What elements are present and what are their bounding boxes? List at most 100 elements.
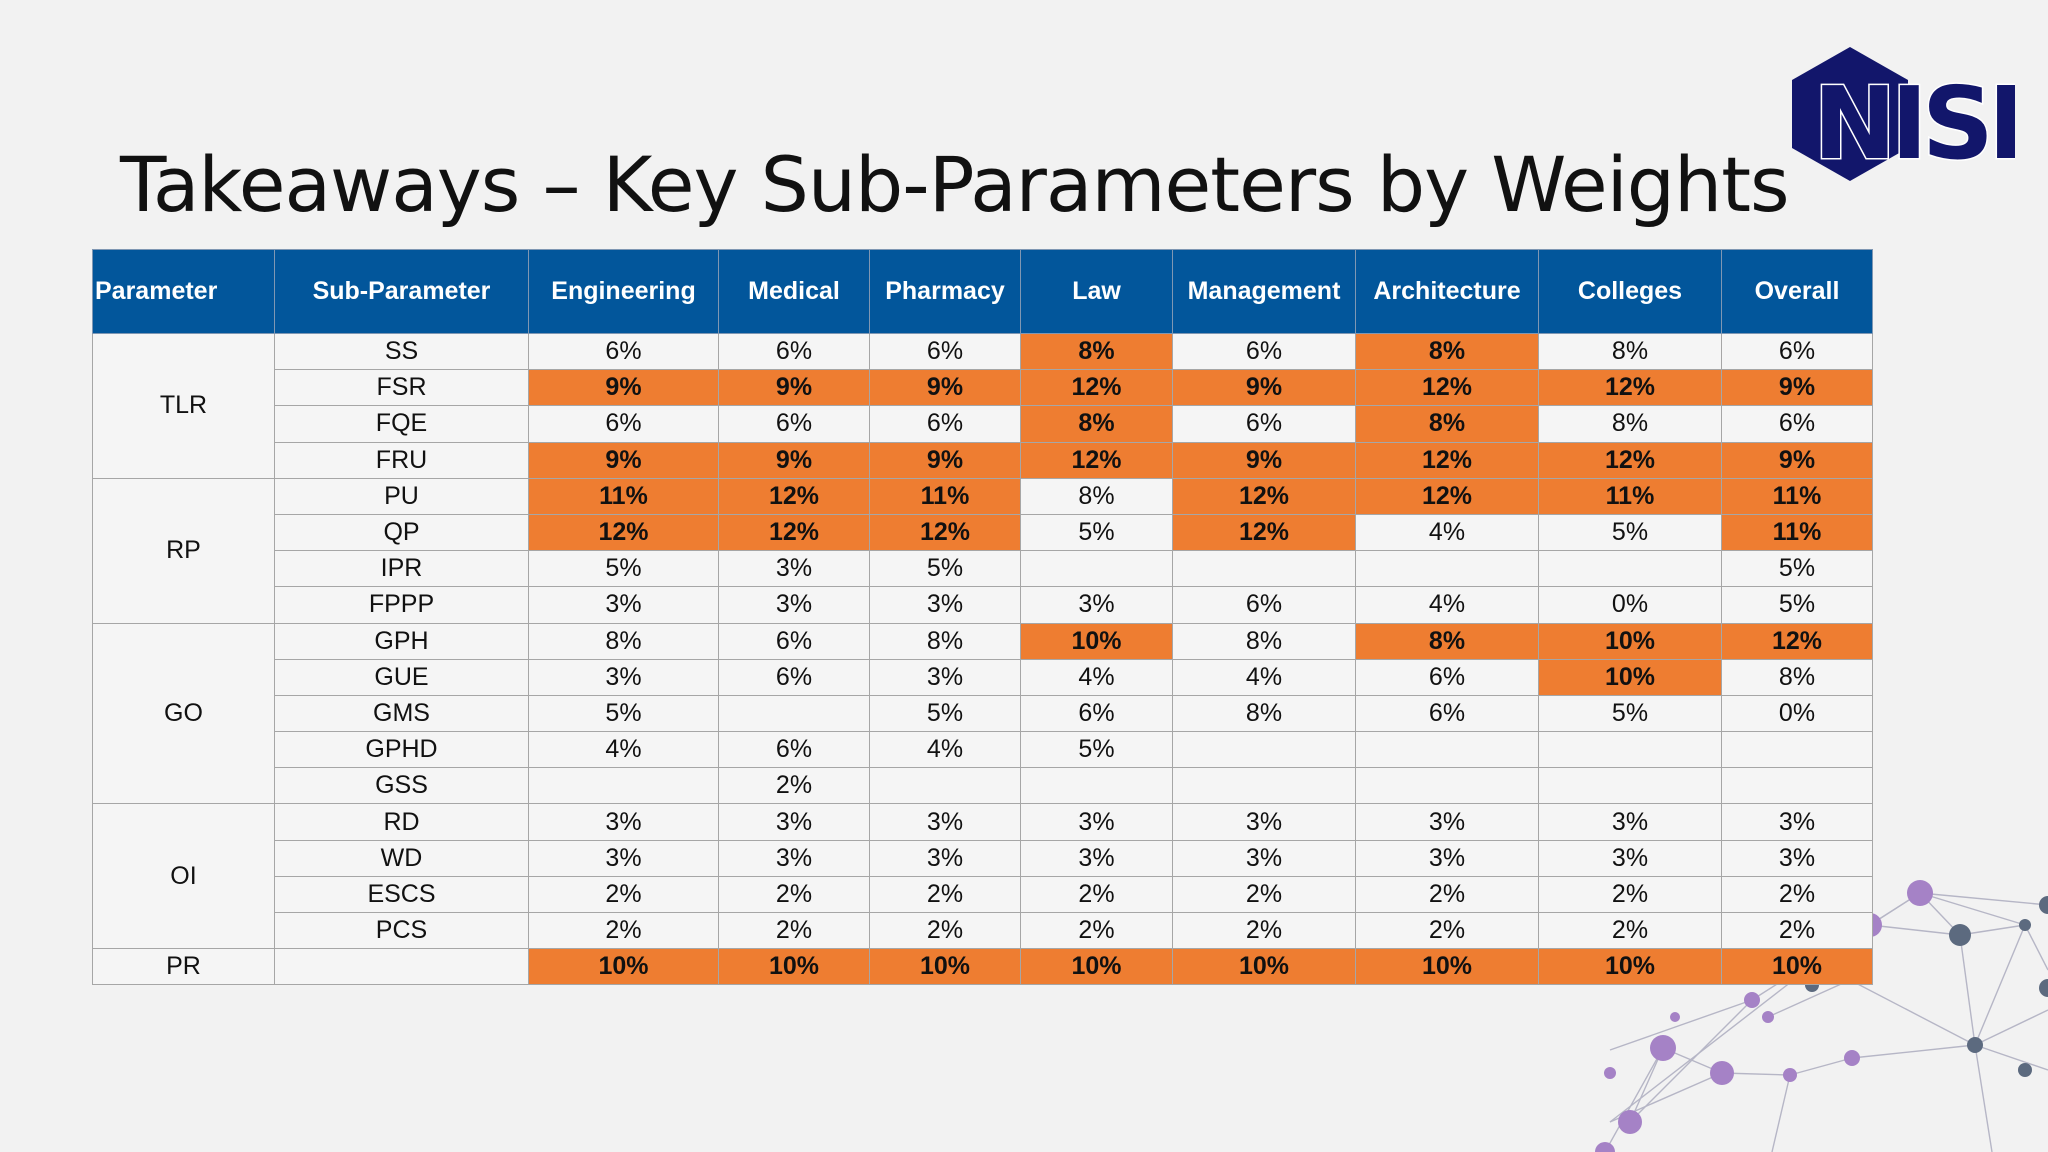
weight-cell: 12% (718, 477, 870, 515)
parameter-cell: TLR (92, 333, 275, 479)
sub-parameter-cell: GSS (274, 767, 529, 805)
weight-cell: 10% (1538, 658, 1722, 696)
weight-cell: 9% (718, 441, 870, 479)
sub-parameter-cell: WD (274, 839, 529, 877)
sub-parameter-cell: GMS (274, 694, 529, 733)
weight-cell: 12% (1355, 369, 1539, 407)
weight-cell: 9% (1721, 441, 1873, 479)
table-row: GUE 3% 6% 3% 4% 4% 6% 10% 8% (93, 658, 1873, 696)
weight-cell: 11% (528, 477, 719, 515)
col-header-pharmacy: Pharmacy (869, 249, 1021, 334)
weight-cell: 5% (1538, 513, 1722, 552)
weight-cell: 3% (718, 550, 870, 588)
weight-cell: 2% (718, 875, 870, 914)
sub-parameter-cell: QP (274, 513, 529, 552)
weight-cell: 5% (869, 550, 1021, 588)
weight-cell (1020, 767, 1173, 805)
col-header-engineering: Engineering (528, 249, 719, 334)
weight-cell: 8% (1355, 332, 1539, 371)
table-row: FRU 9% 9% 9% 12% 9% 12% 12% 9% (93, 441, 1873, 479)
col-header-overall: Overall (1721, 249, 1873, 334)
weight-cell (1020, 550, 1173, 588)
nise-logo: NISE (1792, 47, 2015, 184)
weight-cell: 6% (1355, 694, 1539, 733)
table-row: FQE 6% 6% 6% 8% 6% 8% 8% 6% (93, 405, 1873, 443)
weight-cell: 3% (1355, 803, 1539, 841)
weight-cell: 2% (718, 911, 870, 950)
weight-cell: 2% (869, 875, 1021, 914)
parameter-cell: GO (92, 622, 275, 805)
weight-cell: 5% (869, 694, 1021, 733)
weight-cell: 8% (1172, 694, 1356, 733)
weight-cell: 2% (1355, 875, 1539, 914)
weight-cell: 5% (1020, 731, 1173, 769)
table-row: GMS 5% 5% 6% 8% 6% 5% 0% (93, 694, 1873, 733)
weight-cell: 10% (869, 948, 1021, 986)
weight-cell: 6% (1172, 586, 1356, 624)
weight-cell: 9% (718, 369, 870, 407)
weight-cell: 12% (1172, 477, 1356, 515)
weight-cell: 2% (1355, 911, 1539, 950)
weight-cell: 6% (1721, 332, 1873, 371)
weight-cell: 9% (1721, 369, 1873, 407)
table-row: RP PU 11% 12% 11% 8% 12% 12% 11% 11% (92, 477, 1873, 624)
sub-parameter-cell: GPHD (274, 731, 529, 769)
weight-cell: 12% (1020, 369, 1173, 407)
weight-cell: 5% (1538, 694, 1722, 733)
weight-cell: 3% (869, 586, 1021, 624)
weight-cell: 8% (1020, 477, 1173, 515)
logo-text: NISE (1813, 65, 2015, 182)
weight-cell: 10% (1355, 948, 1539, 986)
weight-cell: 6% (1172, 405, 1356, 443)
table-body: TLR SS 6% 6% 6% 8% 6% 8% 8% 6% FSR 9% 9% 9% 12% 9% 12% 12… (92, 332, 1873, 986)
col-header-sub-parameter: Sub-Parameter (274, 249, 529, 334)
weight-cell: 8% (1355, 405, 1539, 443)
weight-cell: 3% (718, 803, 870, 841)
weight-cell: 4% (1355, 586, 1539, 624)
weight-cell (1355, 731, 1539, 769)
weight-cell: 6% (869, 332, 1021, 371)
table-row: OI RD 3% 3% 3% 3% 3% 3% 3% 3% (92, 803, 1873, 950)
weight-cell: 12% (1355, 477, 1539, 515)
weight-cell: 3% (869, 839, 1021, 877)
weight-cell: 11% (1721, 513, 1873, 552)
weight-cell: 2% (1020, 875, 1173, 914)
weight-cell: 3% (718, 586, 870, 624)
weight-cell: 3% (1538, 803, 1722, 841)
weight-cell: 0% (1721, 694, 1873, 733)
weight-cell: 9% (869, 369, 1021, 407)
weight-cell: 2% (1172, 875, 1356, 914)
weight-cell: 2% (1538, 911, 1722, 950)
weight-cell: 2% (718, 767, 870, 805)
weight-cell: 9% (869, 441, 1021, 479)
weight-cell: 5% (1721, 586, 1873, 624)
weight-cell: 8% (1020, 332, 1173, 371)
weight-cell: 3% (528, 658, 719, 696)
weight-cell: 10% (1172, 948, 1356, 986)
weight-cell: 2% (528, 875, 719, 914)
col-header-medical: Medical (718, 249, 870, 334)
sub-parameter-cell: PCS (274, 911, 529, 950)
weight-cell: 8% (1721, 658, 1873, 696)
weight-cell: 12% (528, 513, 719, 552)
weight-cell: 12% (1721, 622, 1873, 660)
weight-cell: 11% (1538, 477, 1722, 515)
weight-cell: 6% (1172, 332, 1356, 371)
parameter-cell: RP (92, 477, 275, 624)
weight-cell: 6% (1721, 405, 1873, 443)
weight-cell: 10% (1020, 948, 1173, 986)
sub-parameter-cell: ESCS (274, 875, 529, 914)
weight-cell: 12% (718, 513, 870, 552)
weight-cell (1355, 550, 1539, 588)
table-row: GPHD 4% 6% 4% 5% (93, 731, 1873, 769)
weight-cell: 12% (869, 513, 1021, 552)
weight-cell (869, 767, 1021, 805)
col-header-law: Law (1020, 249, 1173, 334)
table-row: PR 10% 10% 10% 10% 10% 10% 10% 10% (92, 948, 1873, 986)
weight-cell: 3% (1721, 803, 1873, 841)
weight-cell: 4% (1355, 513, 1539, 552)
parameter-cell: PR (92, 948, 275, 986)
weight-cell (1355, 767, 1539, 805)
weight-cell: 12% (1172, 513, 1356, 552)
weight-cell: 2% (1721, 911, 1873, 950)
